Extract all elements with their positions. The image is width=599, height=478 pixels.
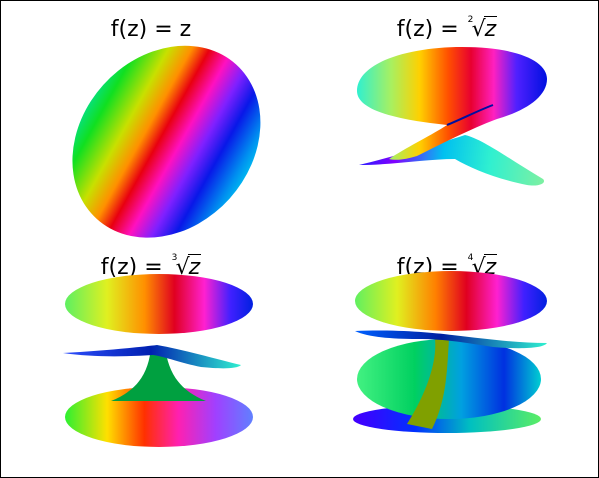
- title-variable: z: [483, 16, 498, 42]
- panel-fourth-root: f(z) = 4 √z: [297, 239, 597, 477]
- radical: 2 √z: [466, 15, 498, 42]
- panel-cube-root: f(z) = 3 √z: [1, 239, 301, 477]
- panel-title: f(z) = z: [1, 17, 301, 42]
- title-lhs: f(z) =: [110, 17, 180, 42]
- title-variable: z: [179, 17, 192, 42]
- surface-plot: [72, 45, 261, 238]
- root-index: 4: [467, 253, 474, 263]
- radical-sign: √: [471, 17, 486, 42]
- surface-plot: [353, 271, 547, 433]
- title-lhs: f(z) =: [396, 17, 466, 42]
- surface-neck: [407, 339, 449, 429]
- radical: 3 √z: [170, 253, 202, 280]
- surface-plot: [357, 47, 547, 186]
- surface-neck: [111, 347, 206, 401]
- panel-identity: f(z) = z: [1, 1, 301, 239]
- panel-title: f(z) = 2 √z: [297, 15, 597, 42]
- surface-sheet-lower: [359, 135, 545, 186]
- surface-sheet-middle: [355, 330, 547, 349]
- surface-sheet-middle: [63, 345, 241, 369]
- surface-sheet-top: [65, 274, 253, 334]
- title-variable: z: [483, 254, 498, 280]
- panel-square-root: f(z) = 2 √z: [297, 1, 597, 239]
- root-index: 3: [171, 253, 178, 263]
- surface-sheet-lower: [357, 339, 541, 419]
- radical-sign: √: [175, 255, 190, 280]
- surface-fold: [446, 104, 494, 126]
- surface-sheet-top: [355, 271, 547, 331]
- surface-plot: [63, 274, 253, 447]
- title-variable: z: [187, 254, 202, 280]
- surface-sheet-upper: [357, 47, 547, 160]
- surface-sheet: [72, 45, 261, 238]
- surface-sheet-bottom: [65, 387, 253, 447]
- root-index: 2: [467, 15, 474, 25]
